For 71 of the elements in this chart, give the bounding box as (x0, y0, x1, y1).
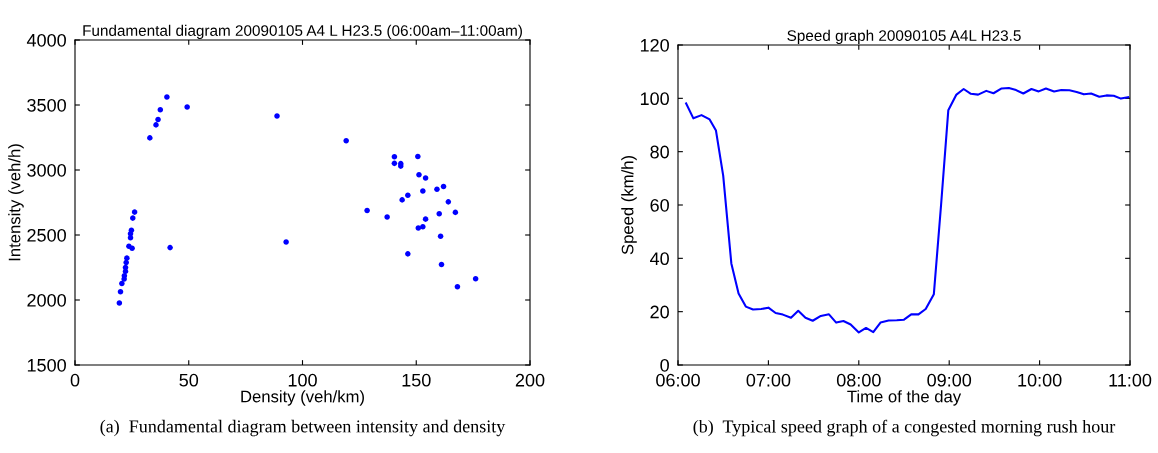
x-tick-label: 06:00 (656, 373, 700, 387)
point (274, 113, 280, 119)
point (167, 244, 173, 251)
point (117, 288, 124, 295)
x-tick-label: 100 (288, 373, 317, 387)
point (127, 234, 134, 241)
y-axis-title: Speed (km/h) (621, 156, 637, 255)
point (130, 215, 136, 221)
point (415, 225, 422, 231)
point (436, 211, 443, 217)
point (399, 197, 405, 203)
point (155, 116, 161, 123)
y-tick-label: 40 (650, 252, 669, 266)
y-tick-label: 100 (640, 92, 669, 106)
point (452, 209, 459, 216)
point (184, 104, 190, 110)
point (454, 283, 461, 290)
point (415, 153, 421, 160)
point (422, 216, 429, 222)
point (384, 214, 390, 220)
chart-title: Fundamental diagram 20090105 A4 L H23.5 (06:00am–11:00am) (83, 24, 522, 39)
y-tick-label: 2500 (27, 228, 66, 242)
x-tick-label: 11:00 (1109, 373, 1152, 387)
text: (b) Typical speed graph of a congested morning rush hour (693, 419, 1116, 437)
x-tick-label: 200 (515, 373, 545, 387)
point (116, 300, 123, 306)
point (364, 207, 370, 214)
y-tick-label: 3500 (27, 98, 66, 112)
point (153, 122, 159, 128)
point (391, 153, 398, 160)
x-tick-label: 10:00 (1018, 373, 1062, 387)
y-tick-label: 120 (640, 38, 669, 52)
point (405, 192, 411, 198)
point (131, 209, 138, 215)
x-tick-label: 08:00 (836, 373, 881, 387)
x-tick-label: 150 (402, 373, 431, 387)
y-axis-title: Intensity (veh/h) (8, 144, 24, 261)
chart-title: Speed graph 20090105 A4L H23.5 (787, 29, 1021, 44)
y-tick-label: 20 (650, 305, 669, 319)
point (283, 239, 289, 245)
point (147, 135, 153, 141)
x-axis-title: Density (veh/km) (241, 390, 364, 406)
point (472, 276, 479, 282)
text: (a) Fundamental diagram between intensity and density (100, 419, 506, 437)
y-tick-label: 60 (650, 198, 669, 212)
y-tick-label: 1500 (27, 358, 66, 372)
point (123, 259, 129, 266)
point (164, 94, 170, 100)
point (124, 255, 130, 261)
point (420, 188, 426, 194)
x-tick-label: 07:00 (746, 373, 791, 387)
point (157, 106, 164, 113)
y-tick-label: 4000 (26, 33, 66, 47)
point (437, 233, 444, 240)
y-tick-label: 2000 (27, 293, 66, 307)
point (119, 280, 125, 287)
x-axis-title: Time of the day (847, 390, 962, 406)
y-tick-label: 3000 (27, 163, 66, 177)
y-tick-label: 0 (660, 358, 669, 372)
x-tick-label: 0 (70, 373, 80, 387)
x-tick-label: 09:00 (927, 373, 972, 387)
y-tick-label: 80 (650, 145, 669, 159)
point (434, 186, 440, 193)
point (445, 199, 452, 205)
line-series (685, 86, 1130, 334)
point (391, 160, 398, 167)
point (405, 251, 411, 257)
point (422, 175, 429, 181)
point (416, 171, 422, 178)
x-tick-label: 50 (179, 373, 199, 387)
point (343, 137, 349, 144)
